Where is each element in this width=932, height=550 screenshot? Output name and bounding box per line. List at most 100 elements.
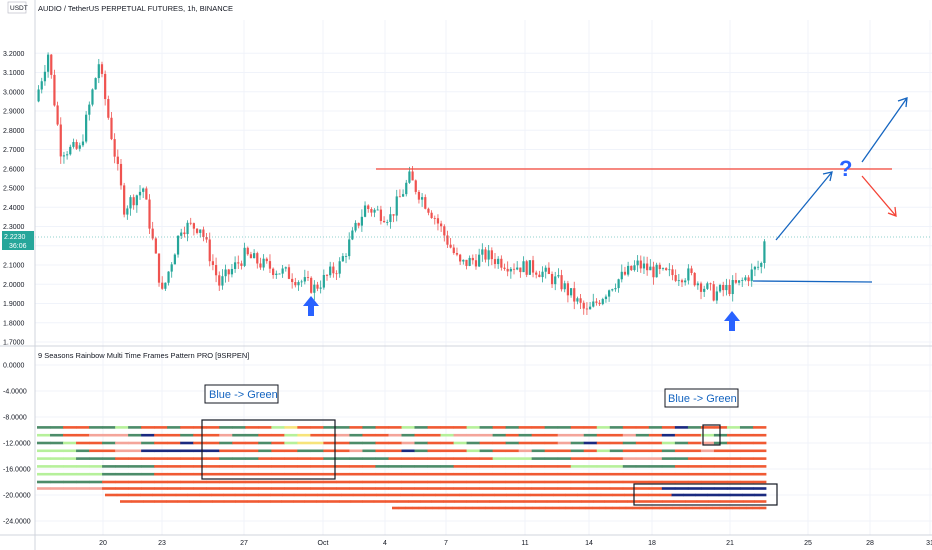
candle-body	[627, 265, 630, 275]
ribbon-segment	[401, 465, 415, 468]
candle-body	[335, 273, 338, 275]
candle-body	[674, 275, 677, 281]
ribbon-segment	[557, 426, 572, 429]
ribbon-segment	[466, 500, 479, 503]
ribbon-segment	[544, 457, 559, 460]
ribbon-segment	[154, 472, 168, 476]
ribbon-segment	[245, 457, 259, 460]
ribbon-segment	[635, 487, 650, 490]
candle-body	[544, 267, 547, 272]
ribbon-segment	[89, 441, 103, 445]
candle-body	[471, 257, 474, 261]
ribbon-segment	[323, 465, 337, 468]
ribbon-segment	[232, 465, 246, 468]
ribbon-segment	[726, 457, 741, 460]
ribbon-segment	[336, 433, 350, 437]
indicator-tick-label: -20.0000	[3, 493, 31, 500]
ribbon-segment	[739, 449, 754, 453]
ribbon-segment	[76, 487, 90, 490]
price-tick-label: 3.1000	[3, 70, 25, 77]
ribbon-segment	[440, 487, 454, 490]
candle-body	[100, 64, 104, 74]
ribbon-segment	[752, 433, 767, 437]
ribbon-segment	[362, 472, 376, 476]
ribbon-segment	[531, 426, 546, 429]
ribbon-segment	[479, 465, 494, 468]
ribbon-segment	[557, 457, 572, 460]
ribbon-segment	[180, 433, 194, 437]
ribbon-segment	[505, 480, 520, 484]
ribbon-segment	[293, 500, 305, 503]
ribbon-segment	[685, 500, 698, 503]
candle-body	[69, 146, 72, 155]
ribbon-segment	[518, 480, 533, 484]
ribbon-segment	[219, 487, 233, 490]
ribbon-segment	[246, 493, 259, 497]
ribbon-segment	[544, 426, 559, 429]
ribbon-segment	[650, 500, 663, 503]
ribbon-segment	[440, 457, 454, 460]
ribbon-segment	[661, 426, 676, 429]
candle-body	[636, 260, 639, 266]
candle-body	[322, 274, 325, 288]
candle-body	[275, 273, 278, 275]
ribbon-segment	[258, 500, 271, 503]
ribbon-segment	[648, 433, 663, 437]
ribbon-segment	[89, 480, 103, 484]
candle-body	[341, 256, 344, 262]
candle-body	[459, 254, 462, 262]
ribbon-segment	[297, 449, 311, 453]
ribbon-segment	[700, 449, 715, 453]
ribbon-segment	[115, 480, 129, 484]
candle-body	[214, 265, 218, 276]
ribbon-segment	[596, 433, 611, 437]
candle-body	[569, 288, 573, 296]
candle-body	[649, 266, 652, 271]
candle-body	[357, 222, 360, 226]
ribbon-segment	[726, 472, 741, 476]
ribbon-segment	[284, 433, 298, 437]
ribbon-segment	[583, 441, 598, 445]
ribbon-segment	[596, 487, 611, 490]
ribbon-segment	[327, 500, 340, 503]
ribbon-segment	[131, 500, 144, 503]
ribbon-segment	[622, 487, 637, 490]
right-annotation-label: Blue -> Green	[668, 393, 737, 405]
ribbon-segment	[362, 457, 376, 460]
ribbon-segment	[323, 426, 337, 429]
ribbon-segment	[154, 457, 168, 460]
candle-body	[233, 262, 237, 269]
ribbon-segment	[245, 480, 259, 484]
ribbon-segment	[739, 441, 754, 445]
candle-body	[446, 235, 449, 245]
ribbon-segment	[105, 493, 118, 497]
ribbon-segment	[271, 457, 285, 460]
ribbon-segment	[531, 487, 546, 490]
indicator-tick-label: 0.0000	[3, 363, 25, 370]
ribbon-segment	[518, 465, 533, 468]
ribbon-segment	[466, 433, 481, 437]
candle-body	[259, 263, 262, 268]
candle-body	[728, 285, 731, 295]
ribbon-segment	[525, 506, 533, 510]
candle-body	[151, 228, 154, 239]
ribbon-segment	[518, 506, 526, 510]
ribbon-segment	[492, 457, 507, 460]
ribbon-segment	[400, 493, 413, 497]
candle-body	[595, 301, 598, 303]
candle-body	[744, 277, 747, 281]
indicator-tick-label: -8.0000	[3, 415, 27, 422]
candle-body	[741, 280, 744, 281]
candle-body	[541, 271, 544, 278]
ribbon-segment	[674, 457, 689, 460]
ribbon-segment	[622, 426, 637, 429]
ribbon-segment	[622, 457, 637, 460]
ribbon-segment	[167, 487, 181, 490]
ribbon-segment	[596, 441, 611, 445]
indicator-tick-label: -4.0000	[3, 389, 27, 396]
ribbon-segment	[440, 472, 454, 476]
ribbon-segment	[713, 426, 728, 429]
candle-body	[737, 280, 741, 283]
candle-body	[59, 124, 62, 157]
indicator-title: 9 Seasons Rainbow Multi Time Frames Patt…	[38, 351, 249, 360]
